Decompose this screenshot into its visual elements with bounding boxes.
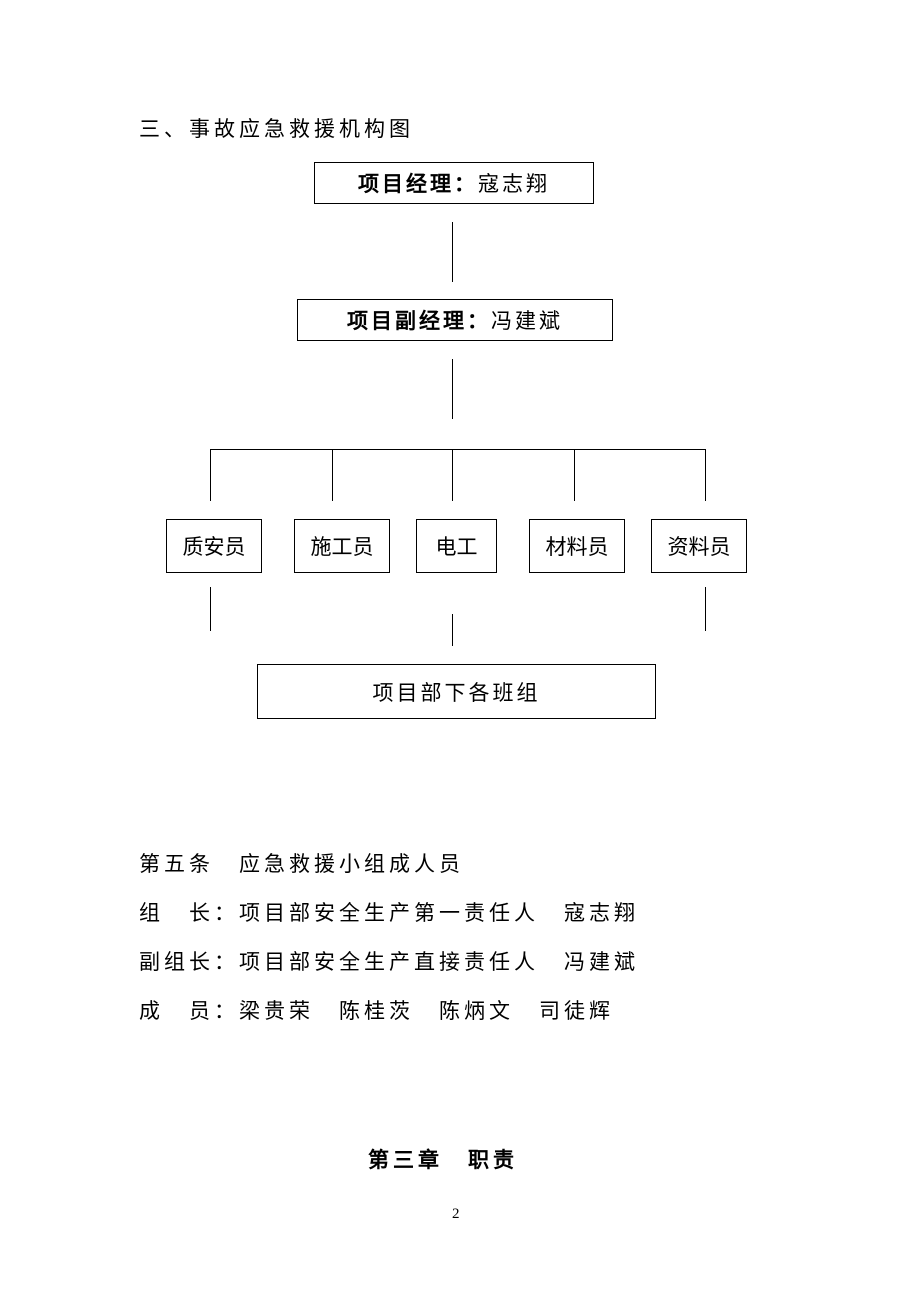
org-node-materials: 材料员: [529, 519, 625, 573]
org-node-electrician: 电工: [416, 519, 497, 573]
org-node-manager: 项目经理： 寇志翔: [314, 162, 594, 204]
connector: [210, 449, 211, 501]
page-number: 2: [452, 1206, 460, 1223]
connector: [452, 359, 453, 419]
org-role-label: 项目副经理：: [347, 305, 491, 335]
connector: [705, 449, 706, 501]
section-title: 三、事故应急救援机构图: [139, 113, 414, 143]
org-node-construction: 施工员: [294, 519, 390, 573]
article5-title: 第五条 应急救援小组成人员: [139, 848, 464, 878]
connector: [452, 222, 453, 282]
org-node-teams: 项目部下各班组: [257, 664, 656, 719]
connector: [705, 587, 706, 631]
connector: [332, 449, 333, 501]
connector: [574, 449, 575, 501]
article5-line: 副组长：项目部安全生产直接责任人 冯建斌: [139, 946, 639, 976]
org-node-documentation: 资料员: [651, 519, 747, 573]
connector: [210, 587, 211, 631]
org-role-label: 项目经理：: [358, 168, 478, 198]
article5-line: 成 员：梁贵荣 陈桂茨 陈炳文 司徒辉: [139, 995, 614, 1025]
org-person-name: 冯建斌: [491, 305, 563, 335]
chapter-title: 第三章 职责: [368, 1144, 518, 1174]
document-page: 三、事故应急救援机构图 项目经理： 寇志翔 项目副经理： 冯建斌 质安员 施工员…: [0, 0, 920, 1302]
org-node-quality-safety: 质安员: [166, 519, 262, 573]
connector: [210, 449, 705, 450]
org-node-deputy-manager: 项目副经理： 冯建斌: [297, 299, 613, 341]
connector: [452, 614, 453, 646]
connector: [452, 449, 453, 501]
org-person-name: 寇志翔: [478, 168, 550, 198]
article5-line: 组 长：项目部安全生产第一责任人 寇志翔: [139, 897, 639, 927]
